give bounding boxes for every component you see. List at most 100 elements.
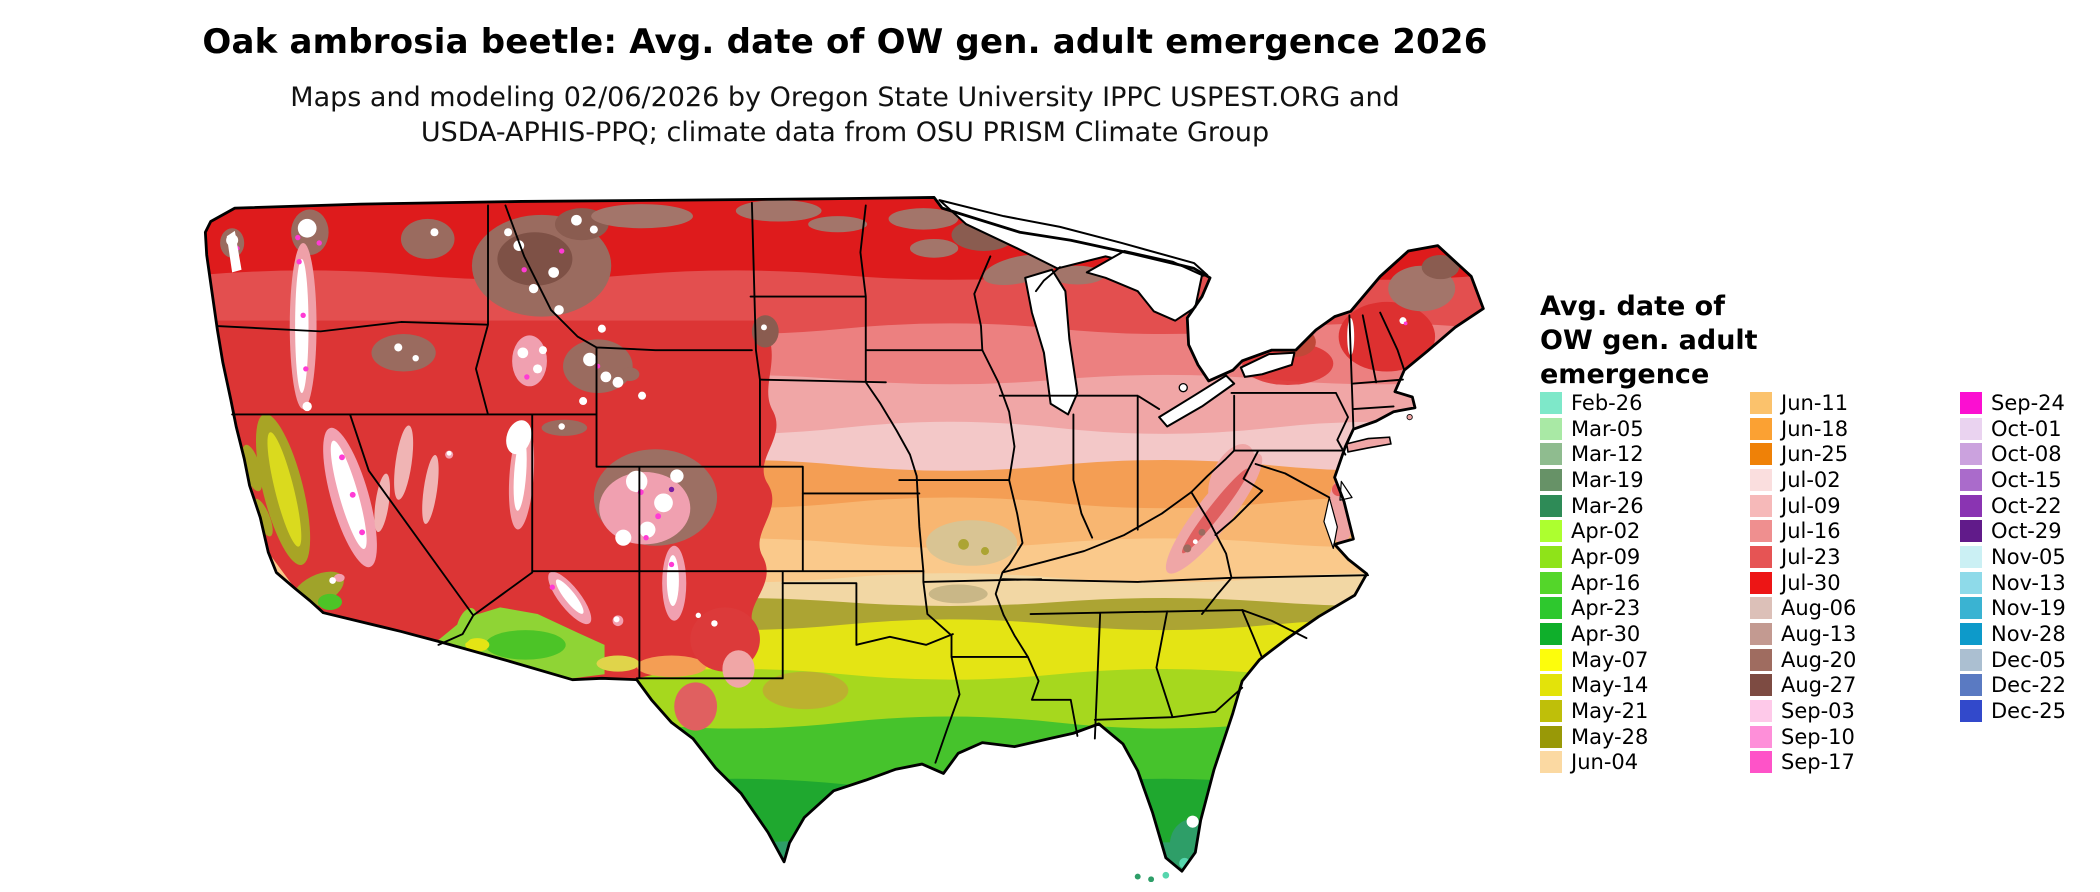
legend-label: Dec-25 bbox=[1991, 699, 2066, 724]
legend-label: Jul-02 bbox=[1781, 467, 1841, 492]
legend-entry: Oct-08 bbox=[1960, 441, 2100, 467]
legend-label: Sep-17 bbox=[1781, 750, 1855, 775]
legend-label: May-21 bbox=[1571, 699, 1649, 724]
legend-swatch bbox=[1540, 494, 1562, 517]
legend-swatch bbox=[1540, 417, 1562, 440]
legend-swatch bbox=[1960, 520, 1982, 543]
legend-entry: Jun-11 bbox=[1750, 390, 1960, 416]
legend-swatch bbox=[1960, 468, 1982, 491]
legend-entry: Feb-26 bbox=[1540, 390, 1750, 416]
legend-entry: Jun-04 bbox=[1540, 750, 1750, 776]
legend-swatch bbox=[1750, 674, 1772, 697]
legend-label: Oct-01 bbox=[1991, 416, 2062, 441]
legend-swatch bbox=[1750, 443, 1772, 466]
rockies-red-zone bbox=[205, 320, 777, 680]
legend-title-line-2: OW gen. adult bbox=[1540, 325, 1758, 356]
legend-entry: Oct-01 bbox=[1960, 416, 2100, 442]
subtitle-line-2: USDA-APHIS-PPQ; climate data from OSU PR… bbox=[420, 117, 1270, 148]
legend-entry: Apr-30 bbox=[1540, 621, 1750, 647]
legend-label: Sep-03 bbox=[1781, 699, 1855, 724]
legend-swatch bbox=[1540, 674, 1562, 697]
legend-swatch bbox=[1540, 700, 1562, 723]
legend-label: Jun-04 bbox=[1571, 750, 1639, 775]
legend-swatch bbox=[1540, 648, 1562, 671]
legend-entry: Aug-20 bbox=[1750, 647, 1960, 673]
legend-label: Apr-16 bbox=[1571, 570, 1641, 595]
legend-swatch bbox=[1750, 545, 1772, 568]
legend-label: Apr-23 bbox=[1571, 596, 1641, 621]
legend-entry: May-28 bbox=[1540, 724, 1750, 750]
legend-entry: Sep-24 bbox=[1960, 390, 2100, 416]
legend-label: Jun-11 bbox=[1781, 390, 1849, 415]
legend-swatch bbox=[1750, 520, 1772, 543]
legend-label: May-28 bbox=[1571, 724, 1649, 749]
legend-entry: Oct-15 bbox=[1960, 467, 2100, 493]
coastal-islands bbox=[1134, 414, 1413, 882]
legend-entry: Jul-02 bbox=[1750, 467, 1960, 493]
legend-entry: Oct-22 bbox=[1960, 493, 2100, 519]
legend-label: Aug-13 bbox=[1781, 622, 1857, 647]
legend-label: Nov-19 bbox=[1991, 596, 2066, 621]
legend-label: Oct-08 bbox=[1991, 442, 2062, 467]
legend-swatch bbox=[1540, 571, 1562, 594]
legend-label: Sep-10 bbox=[1781, 724, 1855, 749]
legend-entry: Sep-10 bbox=[1750, 724, 1960, 750]
state-borders bbox=[216, 201, 1406, 764]
legend-swatch bbox=[1960, 443, 1982, 466]
legend-label: Jun-25 bbox=[1781, 442, 1849, 467]
lake-ontario bbox=[1239, 351, 1296, 378]
legend-entry: Aug-13 bbox=[1750, 621, 1960, 647]
legend-entry: Apr-23 bbox=[1540, 596, 1750, 622]
legend-swatch bbox=[1540, 545, 1562, 568]
legend-swatch bbox=[1750, 623, 1772, 646]
legend-entry: Jul-23 bbox=[1750, 544, 1960, 570]
legend-entry: Oct-29 bbox=[1960, 518, 2100, 544]
legend-label: May-14 bbox=[1571, 673, 1649, 698]
legend-entry: Aug-06 bbox=[1750, 596, 1960, 622]
legend-swatch bbox=[1960, 700, 1982, 723]
legend-swatch bbox=[1750, 700, 1772, 723]
legend-label: Jul-09 bbox=[1781, 493, 1841, 518]
legend-entry: Jul-09 bbox=[1750, 493, 1960, 519]
legend-swatch bbox=[1540, 751, 1562, 774]
emergence-raster bbox=[205, 197, 1484, 872]
legend-label: Nov-05 bbox=[1991, 544, 2066, 569]
legend-label: Nov-13 bbox=[1991, 570, 2066, 595]
legend-label: Nov-28 bbox=[1991, 622, 2066, 647]
legend-entry: Apr-02 bbox=[1540, 518, 1750, 544]
legend-entry: May-07 bbox=[1540, 647, 1750, 673]
legend-entry: Dec-25 bbox=[1960, 698, 2100, 724]
legend-swatch bbox=[1750, 494, 1772, 517]
legend-label: Aug-27 bbox=[1781, 673, 1857, 698]
legend-swatch bbox=[1960, 391, 1982, 414]
legend-entry: Sep-03 bbox=[1750, 698, 1960, 724]
legend-entry: Mar-26 bbox=[1540, 493, 1750, 519]
legend-entry: Nov-05 bbox=[1960, 544, 2100, 570]
legend-entry: Mar-05 bbox=[1540, 416, 1750, 442]
us-emergence-map bbox=[203, 196, 1485, 882]
legend-swatch bbox=[1540, 443, 1562, 466]
legend-label: Apr-30 bbox=[1571, 622, 1641, 647]
legend-entry: Nov-19 bbox=[1960, 596, 2100, 622]
legend-swatch bbox=[1540, 468, 1562, 491]
legend-swatch bbox=[1750, 391, 1772, 414]
legend-swatch bbox=[1960, 545, 1982, 568]
legend-label: Feb-26 bbox=[1571, 390, 1643, 415]
legend-swatch bbox=[1750, 648, 1772, 671]
legend-entry: May-21 bbox=[1540, 698, 1750, 724]
subtitle: Maps and modeling 02/06/2026 by Oregon S… bbox=[0, 80, 1690, 150]
legend-entry: Jun-18 bbox=[1750, 416, 1960, 442]
legend-label: Jul-30 bbox=[1781, 570, 1841, 595]
subtitle-line-1: Maps and modeling 02/06/2026 by Oregon S… bbox=[290, 82, 1400, 113]
legend-label: Jun-18 bbox=[1781, 416, 1849, 441]
legend-label: Mar-12 bbox=[1571, 442, 1644, 467]
legend-swatch bbox=[1540, 391, 1562, 414]
legend-label: Jul-16 bbox=[1781, 519, 1841, 544]
legend-swatch bbox=[1960, 417, 1982, 440]
legend-entry: May-14 bbox=[1540, 673, 1750, 699]
legend-swatch bbox=[1750, 571, 1772, 594]
legend-entry: Sep-17 bbox=[1750, 750, 1960, 776]
legend-swatch bbox=[1750, 725, 1772, 748]
page-title: Oak ambrosia beetle: Avg. date of OW gen… bbox=[202, 22, 1488, 62]
legend-entry: Mar-19 bbox=[1540, 467, 1750, 493]
